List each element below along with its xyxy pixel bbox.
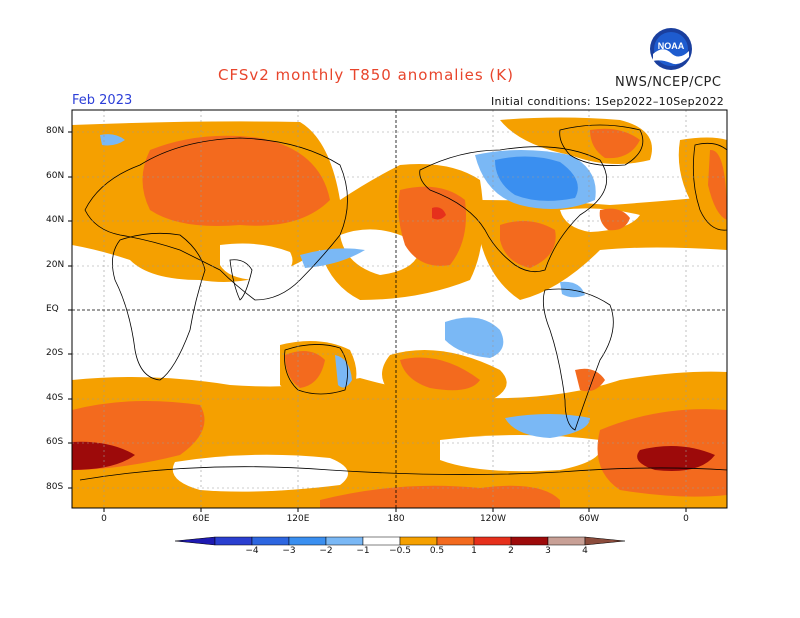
lat-label-60s: 60S <box>46 437 64 447</box>
colorbar-tick-label: −2 <box>319 546 333 556</box>
colorbar-tick-label: 1 <box>471 546 477 556</box>
lat-label-60n: 60N <box>46 171 65 181</box>
anomaly-warm2-southpole <box>320 485 560 508</box>
noaa-logo: NOAA <box>650 28 692 70</box>
colorbar-tick-label: −4 <box>245 546 259 556</box>
map-title: CFSv2 monthly T850 anomalies (K) <box>218 66 514 84</box>
anomaly-warm3-northpac <box>432 207 446 220</box>
anomaly-warm2-atlantic <box>599 208 630 231</box>
agency-label: NWS/NCEP/CPC <box>615 75 722 90</box>
colorbar-arrow-left <box>174 536 216 546</box>
initial-conditions: Initial conditions: 1Sep2022–10Sep2022 <box>491 95 725 108</box>
lat-label-40s: 40S <box>46 393 64 403</box>
anomaly-neutral-antarctic <box>172 454 348 492</box>
colorbar-box <box>399 536 438 546</box>
lat-label-20n: 20N <box>46 260 65 270</box>
anomaly-warm2-pacific <box>400 357 480 391</box>
forecast-month: Feb 2023 <box>72 93 133 108</box>
lon-label-0: 0 <box>101 514 107 524</box>
colorbar-tick-label: 2 <box>508 546 514 556</box>
lon-label-60w: 60W <box>578 514 600 524</box>
colorbar-box <box>473 536 512 546</box>
anomaly-cool1-southpac <box>505 414 590 438</box>
anomaly-warm4-southwest <box>72 441 135 470</box>
continent-outlines <box>79 124 727 481</box>
colorbar-box <box>510 536 549 546</box>
graticule <box>72 110 727 508</box>
lon-label-60e: 60E <box>192 514 210 524</box>
colorbar-tick-label: −3 <box>282 546 296 556</box>
anomaly-neutral-southpac <box>440 435 602 472</box>
lon-label-120w: 120W <box>479 514 507 524</box>
colorbar-tick-label: −0.5 <box>389 546 411 556</box>
map-frame <box>71 109 728 509</box>
colorbar-box <box>325 536 364 546</box>
colorbar-tick-label: 0.5 <box>429 546 445 556</box>
outline-south-america <box>542 288 614 431</box>
outline-australia <box>284 344 348 395</box>
lat-label-20s: 20S <box>46 348 64 358</box>
outline-eurasia <box>84 137 348 301</box>
noaa-logo-text: NOAA <box>658 41 685 51</box>
colorbar-tick-label: 4 <box>582 546 588 556</box>
lon-label-120e: 120E <box>286 514 310 524</box>
colorbar-tick-label: 3 <box>545 546 551 556</box>
anomaly-cool1-caribbean <box>560 281 585 298</box>
outline-africa <box>112 232 206 381</box>
colorbar-box <box>547 536 586 546</box>
anomaly-warm2-patagonia <box>575 368 605 392</box>
lat-label-40n: 40N <box>46 215 65 225</box>
lon-label-180: 180 <box>387 514 405 524</box>
anomaly-cool1-arctic-west <box>100 134 125 146</box>
anomaly-warm2-usa <box>500 221 556 268</box>
colorbar-box <box>251 536 290 546</box>
anomaly-warm2-australia <box>285 351 325 388</box>
anomaly-warm2-arctic <box>590 128 640 159</box>
colorbar-arrow-right <box>584 536 626 546</box>
colorbar-box <box>288 536 327 546</box>
anomaly-warm-atlantic <box>480 195 727 300</box>
outline-greenland <box>559 124 644 166</box>
anomaly-cool1-eqpacific <box>445 317 504 358</box>
lat-label-eq: EQ <box>46 304 59 314</box>
anomaly-warm4-southeast <box>637 446 715 471</box>
colorbar-box <box>436 536 475 546</box>
lat-label-80s: 80S <box>46 482 64 492</box>
anomaly-cool2-canada <box>495 156 578 201</box>
outline-india <box>229 259 253 301</box>
lon-label-0-east: 0 <box>683 514 689 524</box>
lat-label-80n: 80N <box>46 126 65 136</box>
colorbar-box <box>214 536 253 546</box>
outline-north-america <box>419 146 608 273</box>
outline-antarctica <box>79 466 727 481</box>
colorbar-box <box>362 536 401 546</box>
anomaly-warm2-europe <box>708 149 727 220</box>
anomaly-neutral-tibet <box>220 243 293 281</box>
colorbar-tick-label: −1 <box>356 546 370 556</box>
colorbar <box>174 536 626 546</box>
anomaly-fields <box>72 117 727 508</box>
anomaly-warm2-siberia <box>142 135 330 226</box>
anomaly-warm2-northpac <box>398 186 466 266</box>
outline-europe-east <box>692 142 727 231</box>
axis-ticks <box>68 131 687 512</box>
reference-lines <box>72 110 727 508</box>
anomaly-cool1-tasman <box>335 355 352 388</box>
anomaly-neutral-northpac <box>340 229 420 275</box>
